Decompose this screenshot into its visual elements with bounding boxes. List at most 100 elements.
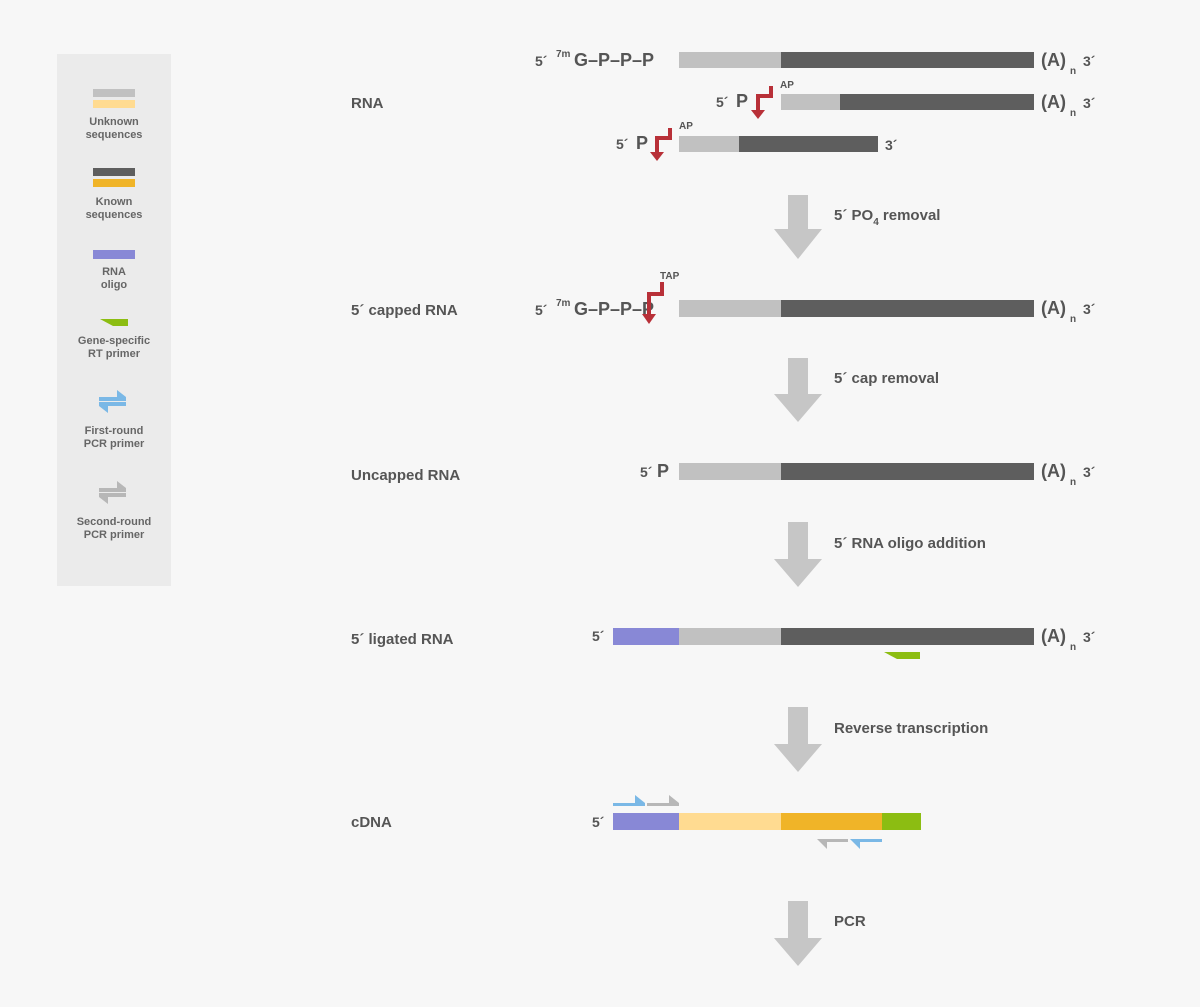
known-rna-segment bbox=[781, 52, 1034, 68]
poly-a-subscript: n bbox=[1070, 477, 1076, 488]
step-arrow-rt bbox=[774, 707, 822, 772]
row-label-cdna: cDNA bbox=[351, 814, 392, 831]
cdna-molecule: 5´ bbox=[592, 795, 921, 849]
poly-a-label: (A) bbox=[1041, 626, 1066, 646]
legend-oligo-swatch bbox=[93, 250, 135, 259]
cap-chain-label: G–P–P–P bbox=[574, 299, 654, 319]
step-label-po4: 5´ PO4 removal bbox=[834, 207, 940, 228]
poly-a-label: (A) bbox=[1041, 92, 1066, 112]
five-prime-label: 5´ bbox=[592, 814, 605, 830]
poly-a-subscript: n bbox=[1070, 642, 1076, 653]
known-rna-segment bbox=[840, 94, 1034, 110]
three-prime-label: 3´ bbox=[885, 137, 898, 153]
ap-enzyme-label: AP bbox=[780, 80, 794, 91]
legend-first-primer-icon bbox=[99, 390, 126, 413]
rna-uncapped-molecule: 5´ P AP (A) n 3´ bbox=[716, 80, 1096, 119]
row-label-ligated: 5´ ligated RNA bbox=[351, 631, 454, 648]
known-rna-segment bbox=[739, 136, 878, 152]
legend-rt-primer-label-1: Gene-specific bbox=[78, 335, 150, 347]
ap-enzyme-arrow bbox=[756, 86, 773, 112]
phosphate-label: P bbox=[736, 91, 748, 111]
three-prime-label: 3´ bbox=[1083, 95, 1096, 111]
step-arrow-pcr bbox=[774, 901, 822, 966]
unknown-rna-segment bbox=[679, 136, 739, 152]
step-label-rt: Reverse transcription bbox=[834, 720, 988, 737]
rna-oligo-segment bbox=[613, 813, 679, 830]
five-prime-label: 5´ bbox=[592, 628, 605, 644]
rna-capped-molecule: 5´ 7m G–P–P–P (A) n 3´ bbox=[535, 49, 1096, 77]
ap-enzyme-label: AP bbox=[679, 121, 693, 132]
unknown-rna-segment bbox=[679, 52, 781, 68]
ap-enzyme-arrowhead bbox=[650, 152, 664, 161]
row-label-capped: 5´ capped RNA bbox=[351, 302, 458, 319]
tap-enzyme-arrow bbox=[647, 282, 664, 316]
legend-known-label-2: sequences bbox=[86, 209, 143, 221]
phosphate-label: P bbox=[657, 461, 669, 481]
ap-enzyme-arrowhead bbox=[751, 110, 765, 119]
poly-a-label: (A) bbox=[1041, 50, 1066, 70]
cap-chain-label: G–P–P–P bbox=[574, 50, 654, 70]
five-prime-label: 5´ bbox=[535, 302, 548, 318]
legend-unknown-rna-swatch bbox=[93, 89, 135, 97]
legend-known-label-1: Known bbox=[96, 196, 133, 208]
known-rna-segment bbox=[781, 463, 1034, 480]
step-label-pcr: PCR bbox=[834, 913, 866, 930]
unknown-rna-segment bbox=[679, 300, 781, 317]
legend-second-primer-label-1: Second-round bbox=[77, 516, 152, 528]
poly-a-label: (A) bbox=[1041, 461, 1066, 481]
phosphate-label: P bbox=[636, 133, 648, 153]
legend-rt-primer-icon bbox=[100, 319, 128, 326]
cap-7m-label: 7m bbox=[556, 298, 571, 309]
poly-a-label: (A) bbox=[1041, 298, 1066, 318]
unknown-rna-segment bbox=[679, 463, 781, 480]
step-arrow-po4 bbox=[774, 195, 822, 259]
known-rna-segment bbox=[781, 300, 1034, 317]
tap-enzyme-arrowhead bbox=[642, 314, 656, 324]
rna-oligo-segment bbox=[613, 628, 679, 645]
five-prime-label: 5´ bbox=[640, 464, 653, 480]
legend-first-primer-label-1: First-round bbox=[85, 425, 144, 437]
unknown-rna-segment bbox=[781, 94, 840, 110]
poly-a-subscript: n bbox=[1070, 314, 1076, 325]
legend-oligo-label-2: oligo bbox=[101, 279, 128, 291]
legend-first-primer-label-2: PCR primer bbox=[84, 438, 145, 450]
row-label-rna: RNA bbox=[351, 95, 384, 112]
ligated-rna-molecule: 5´ (A) n 3´ bbox=[592, 626, 1096, 659]
first-round-forward-primer-icon bbox=[613, 795, 645, 806]
ap-enzyme-arrow bbox=[655, 128, 672, 154]
step-label-cap: 5´ cap removal bbox=[834, 370, 939, 387]
step-arrow-cap bbox=[774, 358, 822, 422]
step-label-oligo: 5´ RNA oligo addition bbox=[834, 535, 986, 552]
first-round-reverse-primer-icon bbox=[850, 839, 882, 849]
legend-known-rna-swatch bbox=[93, 168, 135, 176]
legend-known-cdna-swatch bbox=[93, 179, 135, 187]
legend-unknown-label-2: sequences bbox=[86, 129, 143, 141]
unknown-cdna-segment bbox=[679, 813, 781, 830]
tap-enzyme-label: TAP bbox=[660, 271, 680, 282]
legend-rt-primer-label-2: RT primer bbox=[88, 348, 141, 360]
step-arrow-oligo bbox=[774, 522, 822, 587]
known-cdna-segment bbox=[781, 813, 882, 830]
five-prime-label: 5´ bbox=[716, 94, 729, 110]
unknown-rna-segment bbox=[679, 628, 781, 645]
uncapped-rna-molecule: 5´ P (A) n 3´ bbox=[640, 461, 1096, 488]
three-prime-label: 3´ bbox=[1083, 53, 1096, 69]
capped-rna-molecule: 5´ 7m G–P–P–P TAP (A) n 3´ bbox=[535, 271, 1096, 325]
five-prime-label: 5´ bbox=[535, 53, 548, 69]
three-prime-label: 3´ bbox=[1083, 464, 1096, 480]
rt-primer-icon bbox=[884, 652, 920, 659]
poly-a-subscript: n bbox=[1070, 108, 1076, 119]
legend-unknown-label-1: Unknown bbox=[89, 116, 139, 128]
second-round-reverse-primer-icon bbox=[817, 839, 848, 849]
second-round-forward-primer-icon bbox=[647, 795, 679, 806]
five-prime-label: 5´ bbox=[616, 136, 629, 152]
three-prime-label: 3´ bbox=[1083, 301, 1096, 317]
three-prime-label: 3´ bbox=[1083, 629, 1096, 645]
cap-7m-label: 7m bbox=[556, 49, 571, 60]
legend-second-primer-label-2: PCR primer bbox=[84, 529, 145, 541]
rt-primer-segment bbox=[882, 813, 921, 830]
legend-unknown-cdna-swatch bbox=[93, 100, 135, 108]
row-label-uncapped: Uncapped RNA bbox=[351, 467, 460, 484]
legend-oligo-label-1: RNA bbox=[102, 266, 126, 278]
